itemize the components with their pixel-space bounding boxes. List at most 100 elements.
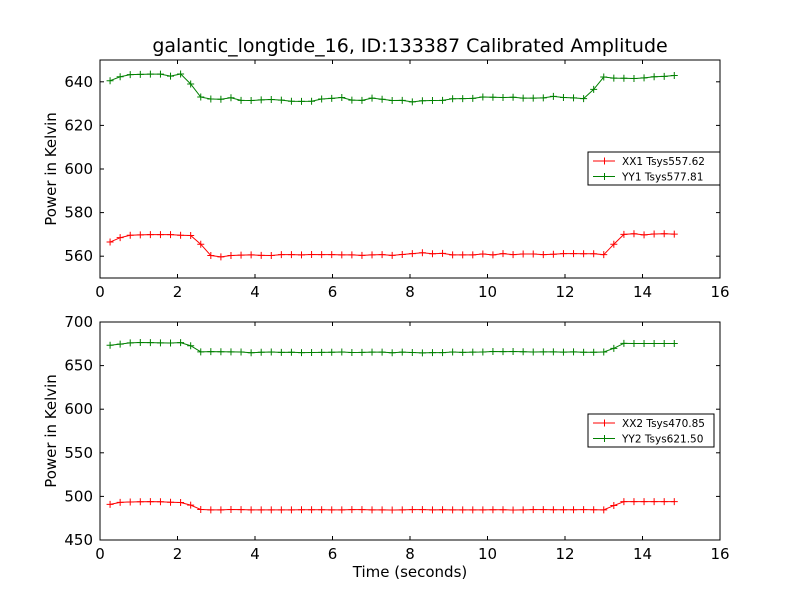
data-point-marker bbox=[600, 73, 608, 81]
data-point-marker bbox=[519, 94, 527, 102]
x-tick-label: 16 bbox=[710, 545, 729, 563]
data-point-marker bbox=[328, 348, 336, 356]
data-point-marker bbox=[559, 93, 567, 101]
data-point-marker bbox=[197, 505, 205, 513]
data-point-marker bbox=[479, 348, 487, 356]
data-point-marker bbox=[247, 251, 255, 259]
data-point-marker bbox=[187, 342, 195, 350]
data-point-marker bbox=[428, 349, 436, 357]
data-point-marker bbox=[237, 506, 245, 514]
data-point-marker bbox=[227, 252, 235, 260]
data-point-marker bbox=[640, 339, 648, 347]
data-point-marker bbox=[570, 94, 578, 102]
data-point-marker bbox=[257, 348, 265, 356]
data-point-marker bbox=[308, 349, 316, 357]
data-point-marker bbox=[570, 506, 578, 514]
data-point-marker bbox=[418, 97, 426, 105]
data-point-marker bbox=[630, 75, 638, 83]
y-tick-label: 600 bbox=[64, 160, 93, 178]
data-point-marker bbox=[156, 70, 164, 78]
data-point-marker bbox=[308, 97, 316, 105]
data-point-marker bbox=[267, 506, 275, 514]
data-point-marker bbox=[529, 250, 537, 258]
legend-swatch-marker bbox=[601, 173, 608, 180]
data-point-marker bbox=[559, 506, 567, 514]
data-point-marker bbox=[519, 250, 527, 258]
data-point-marker bbox=[146, 498, 154, 506]
legend-box bbox=[587, 413, 715, 448]
data-point-marker bbox=[590, 85, 598, 93]
data-point-marker bbox=[106, 500, 114, 508]
data-point-marker bbox=[227, 505, 235, 513]
data-point-marker bbox=[580, 95, 588, 103]
data-point-marker bbox=[126, 71, 134, 79]
data-point-marker bbox=[217, 348, 225, 356]
data-point-marker bbox=[348, 251, 356, 259]
data-point-marker bbox=[620, 74, 628, 82]
data-point-marker bbox=[398, 250, 406, 258]
data-point-marker bbox=[459, 95, 467, 103]
data-point-marker bbox=[348, 349, 356, 357]
data-point-marker bbox=[489, 93, 497, 101]
data-point-marker bbox=[106, 238, 114, 246]
data-point-marker bbox=[529, 348, 537, 356]
x-tick-label: 12 bbox=[555, 283, 574, 301]
data-point-marker bbox=[217, 253, 225, 261]
data-point-marker bbox=[388, 349, 396, 357]
legend-box bbox=[587, 151, 721, 186]
data-point-marker bbox=[368, 94, 376, 102]
data-point-marker bbox=[116, 73, 124, 81]
data-point-marker bbox=[670, 339, 678, 347]
data-point-marker bbox=[660, 339, 668, 347]
data-point-marker bbox=[600, 506, 608, 514]
data-point-marker bbox=[509, 93, 517, 101]
data-point-marker bbox=[509, 348, 517, 356]
data-point-marker bbox=[287, 251, 295, 259]
data-point-marker bbox=[267, 252, 275, 260]
data-point-marker bbox=[156, 498, 164, 506]
data-point-marker bbox=[378, 95, 386, 103]
x-tick-label: 6 bbox=[328, 283, 338, 301]
data-point-marker bbox=[398, 96, 406, 104]
data-point-marker bbox=[549, 250, 557, 258]
y-tick-label: 640 bbox=[64, 73, 93, 91]
data-point-marker bbox=[469, 251, 477, 259]
data-point-marker bbox=[670, 498, 678, 506]
data-point-marker bbox=[106, 341, 114, 349]
data-point-marker bbox=[570, 348, 578, 356]
data-point-marker bbox=[580, 348, 588, 356]
x-tick-label: 8 bbox=[405, 283, 415, 301]
x-tick-label: 6 bbox=[328, 545, 338, 563]
legend-entry-label: YY1 Tsys577.81 bbox=[621, 172, 703, 184]
data-point-marker bbox=[237, 348, 245, 356]
data-point-marker bbox=[328, 506, 336, 514]
data-point-marker bbox=[227, 348, 235, 356]
data-point-marker bbox=[650, 339, 658, 347]
data-point-marker bbox=[126, 231, 134, 239]
data-point-marker bbox=[408, 98, 416, 106]
data-point-marker bbox=[439, 506, 447, 514]
x-tick-label: 8 bbox=[405, 545, 415, 563]
data-point-marker bbox=[207, 506, 215, 514]
data-point-marker bbox=[499, 348, 507, 356]
data-point-marker bbox=[187, 501, 195, 509]
data-point-marker bbox=[177, 70, 185, 78]
data-point-marker bbox=[428, 97, 436, 105]
data-point-marker bbox=[338, 348, 346, 356]
data-point-marker bbox=[459, 251, 467, 259]
data-point-marker bbox=[287, 97, 295, 105]
x-tick-label: 2 bbox=[173, 283, 183, 301]
data-point-marker bbox=[136, 498, 144, 506]
x-tick-label: 14 bbox=[633, 545, 652, 563]
data-point-marker bbox=[187, 231, 195, 239]
data-point-marker bbox=[358, 96, 366, 104]
data-point-marker bbox=[539, 348, 547, 356]
data-point-marker bbox=[640, 74, 648, 82]
data-point-marker bbox=[408, 349, 416, 357]
data-point-marker bbox=[358, 348, 366, 356]
data-point-marker bbox=[499, 93, 507, 101]
y-tick-label: 620 bbox=[64, 116, 93, 134]
data-point-marker bbox=[489, 347, 497, 355]
data-point-marker bbox=[439, 249, 447, 257]
